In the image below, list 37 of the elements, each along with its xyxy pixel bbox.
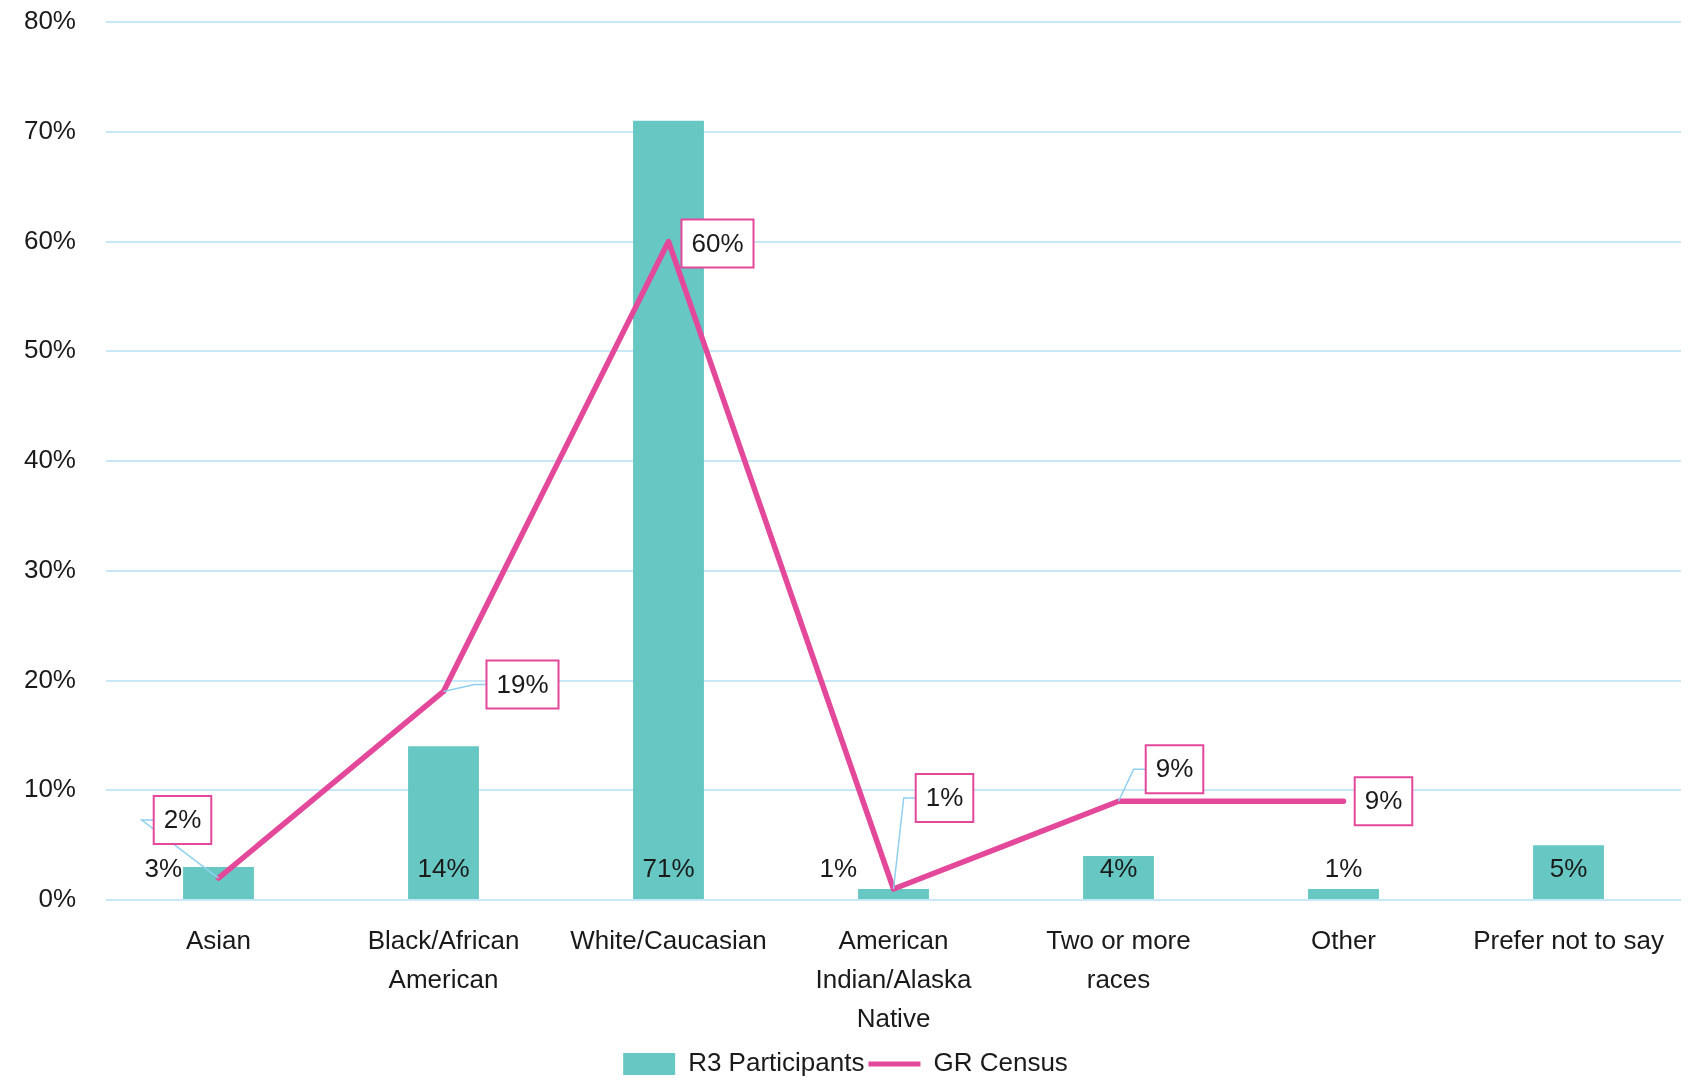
bar bbox=[1083, 856, 1154, 899]
x-tick-label: Asian bbox=[185, 924, 252, 955]
bar bbox=[858, 889, 929, 899]
data-label: 5% bbox=[1549, 853, 1588, 884]
y-tick-label: 70% bbox=[23, 114, 76, 145]
y-tick-label: 40% bbox=[23, 444, 76, 475]
data-label: 1% bbox=[925, 782, 964, 813]
data-label: 14% bbox=[417, 853, 470, 884]
y-tick-label: 80% bbox=[23, 5, 76, 36]
bar bbox=[183, 867, 254, 899]
y-tick-label: 50% bbox=[23, 334, 76, 365]
y-tick-label: 30% bbox=[23, 553, 76, 584]
x-tick-label: American Indian/Alaska Native bbox=[815, 924, 973, 1033]
data-label: 9% bbox=[1155, 753, 1194, 784]
data-label: 4% bbox=[1099, 853, 1138, 884]
y-tick-label: 0% bbox=[38, 883, 76, 914]
data-label: 71% bbox=[642, 853, 695, 884]
x-tick-label: Two or more races bbox=[1046, 924, 1191, 994]
bar bbox=[1308, 889, 1379, 899]
y-tick-label: 10% bbox=[23, 773, 76, 804]
bar bbox=[1533, 845, 1604, 899]
legend-label: R3 Participants bbox=[688, 1047, 865, 1078]
data-label: 9% bbox=[1364, 785, 1403, 816]
data-label: 1% bbox=[1324, 853, 1363, 884]
data-label: 19% bbox=[496, 668, 549, 699]
data-label: 2% bbox=[163, 804, 202, 835]
x-tick-label: White/Caucasian bbox=[570, 924, 767, 955]
x-tick-label: Prefer not to say bbox=[1473, 924, 1664, 955]
y-tick-label: 20% bbox=[23, 663, 76, 694]
data-label: 3% bbox=[144, 853, 183, 884]
legend-label: GR Census bbox=[933, 1047, 1068, 1078]
x-tick-label: Black/African American bbox=[367, 924, 520, 994]
data-label: 60% bbox=[691, 227, 744, 258]
y-tick-label: 60% bbox=[23, 224, 76, 255]
data-label: 1% bbox=[819, 853, 858, 884]
x-tick-label: Other bbox=[1310, 924, 1377, 955]
bar bbox=[408, 746, 479, 899]
